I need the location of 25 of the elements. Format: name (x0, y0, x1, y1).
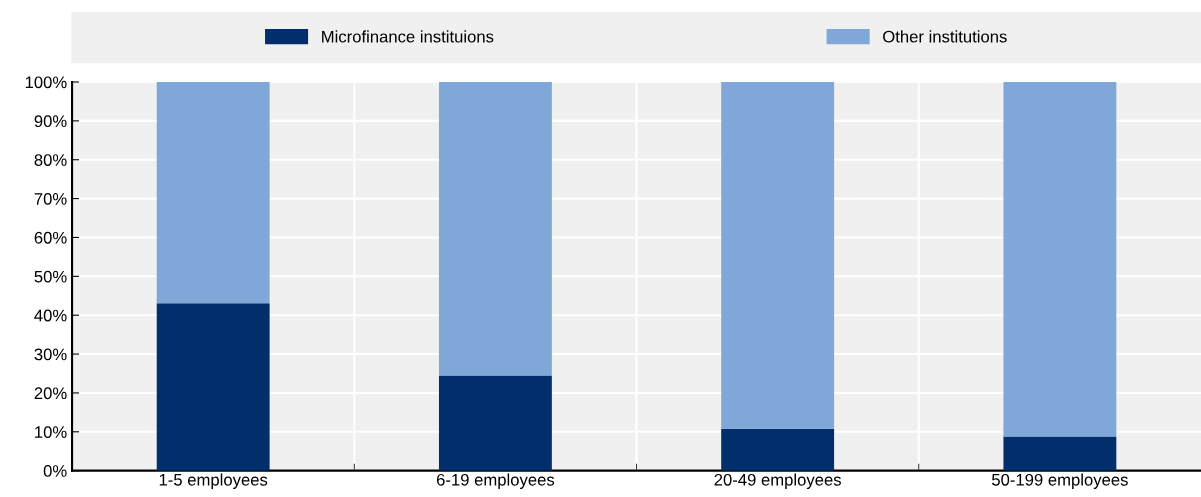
y-tick-label: 0% (43, 465, 67, 477)
y-tick-label: 100% (25, 76, 67, 89)
x-tick-label: 1-5 employees (159, 473, 268, 489)
y-tick-label: 20% (34, 387, 67, 400)
y-tick-label: 30% (34, 348, 67, 361)
x-tick-label: 50-199 employees (991, 473, 1128, 489)
y-tick-label: 10% (35, 426, 67, 438)
bar (438, 375, 552, 471)
bar (156, 303, 270, 471)
y-tick-label: 90% (34, 115, 67, 128)
bar (721, 428, 835, 471)
legend-label: Microfinance instituions (322, 30, 494, 43)
y-tick-label: 60% (34, 231, 67, 244)
bar (721, 82, 835, 429)
bar (1003, 436, 1117, 471)
y-tick-label: 40% (34, 309, 67, 322)
bar (1003, 82, 1117, 437)
y-tick-label: 70% (34, 193, 67, 205)
y-tick-label: 80% (34, 154, 67, 166)
legend-label: Other institutions (883, 30, 1007, 43)
x-tick-label: 6-19 employees (436, 473, 555, 489)
y-tick-label: 50% (34, 270, 67, 283)
x-tick-label: 20-49 employees (714, 473, 841, 489)
bar (438, 82, 552, 376)
bar (156, 82, 270, 304)
